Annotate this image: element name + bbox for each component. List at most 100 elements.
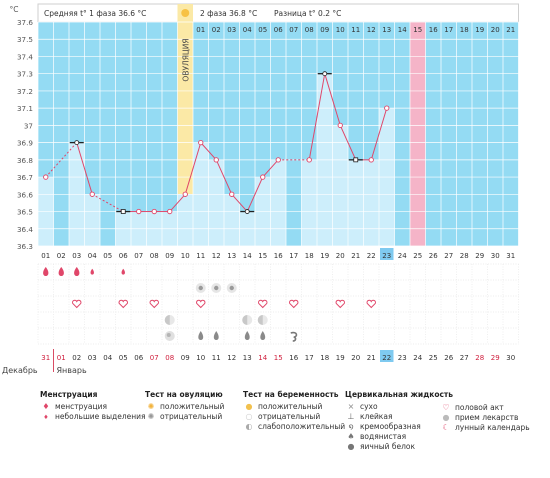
cycle-day-label: 22 bbox=[367, 252, 376, 260]
temperature-point bbox=[151, 208, 157, 215]
blood-drop-small-icon: ♦ bbox=[43, 414, 49, 421]
sun-gray-icon: ✺ bbox=[147, 412, 155, 421]
cycle-day-label: 21 bbox=[351, 252, 360, 260]
legend-menstruation-item: ♦ менструация bbox=[40, 402, 146, 412]
y-tick-label: 36.3 bbox=[17, 242, 33, 251]
temperature-point bbox=[244, 209, 250, 214]
cycle-day-label: 16 bbox=[274, 252, 283, 260]
legend-text: половой акт bbox=[455, 403, 504, 412]
legend-text: клейкая bbox=[360, 412, 393, 421]
calendar-date-label: 24 bbox=[413, 354, 422, 362]
phase2-day-label: 12 bbox=[367, 26, 376, 34]
heart-icon bbox=[196, 299, 206, 309]
spotting-drop-icon bbox=[90, 268, 94, 275]
y-tick-label: 37.1 bbox=[17, 104, 33, 113]
temperature-point bbox=[136, 208, 142, 215]
menstruation-drop-icon bbox=[58, 267, 64, 276]
temperature-segment bbox=[92, 193, 124, 212]
cycle-day-label: 01 bbox=[41, 252, 50, 260]
legend-text: небольшие выделения bbox=[55, 412, 146, 421]
temperature-point bbox=[275, 157, 281, 163]
calendar-date-label: 11 bbox=[212, 354, 221, 362]
heart-icon bbox=[366, 299, 376, 309]
temperature-bar bbox=[208, 159, 224, 246]
temperature-point bbox=[74, 140, 80, 146]
temperature-point bbox=[213, 157, 219, 163]
legend-pregnancy-test: Тест на беременность ● положительный ○ отр… bbox=[243, 390, 345, 432]
phase2-day-label: 15 bbox=[413, 26, 422, 34]
cycle-day-label: 02 bbox=[57, 252, 66, 260]
calendar-date-label: 01 bbox=[57, 354, 66, 362]
spotting-drop-icon bbox=[121, 268, 125, 275]
temperature-point bbox=[306, 157, 312, 163]
legend-text: водянистая bbox=[360, 432, 407, 441]
y-tick-label: 36.4 bbox=[17, 225, 33, 234]
pill-icon: ● bbox=[442, 413, 450, 422]
calendar-date-label: 18 bbox=[320, 354, 329, 362]
cycle-day-label: 07 bbox=[134, 252, 143, 260]
creamy-icon: ໑ bbox=[348, 422, 354, 431]
y-tick-label: 37.6 bbox=[17, 18, 33, 27]
circle-white-icon: ○ bbox=[245, 412, 253, 421]
temperature-segment bbox=[370, 108, 388, 160]
y-tick-label: 36.5 bbox=[17, 208, 33, 217]
phase2-day-label: 09 bbox=[320, 26, 329, 34]
legend-pregtest-positive: ● положительный bbox=[243, 402, 345, 412]
calendar-date-label: 12 bbox=[227, 354, 236, 362]
calendar-date-label: 28 bbox=[475, 354, 484, 362]
y-tick-label: 37.2 bbox=[17, 87, 33, 96]
calendar-date-label: 02 bbox=[72, 354, 81, 362]
ovulation-test-core bbox=[214, 285, 219, 291]
ovulation-column bbox=[177, 4, 193, 246]
egg-white-core bbox=[166, 333, 171, 337]
ovulation-label: ОВУЛЯЦИЯ bbox=[181, 38, 190, 81]
temp-diff-label: Разница t° 0.2 °C bbox=[274, 9, 341, 18]
temperature-point bbox=[368, 157, 374, 163]
heart-icon bbox=[289, 299, 299, 309]
pill-half bbox=[242, 315, 248, 325]
moon-icon: ☾ bbox=[442, 423, 450, 432]
egg-white-icon: ● bbox=[347, 442, 355, 451]
y-tick-label: 36.9 bbox=[17, 139, 33, 148]
calendar-date-label: 06 bbox=[134, 354, 143, 362]
today-highlight bbox=[380, 248, 394, 260]
temperature-segment bbox=[215, 159, 233, 195]
temperature-segment bbox=[76, 142, 93, 195]
temperature-bar bbox=[224, 194, 240, 246]
calendar-date-label: 17 bbox=[305, 354, 314, 362]
phase2-day-label: 04 bbox=[243, 26, 252, 34]
legend-spotting-item: ♦ небольшие выделения bbox=[40, 412, 146, 422]
circle-yellow-icon: ● bbox=[245, 402, 253, 411]
circle-half-icon: ◐ bbox=[245, 422, 253, 431]
phase1-avg-label: Средняя t° 1 фаза 36.6 °C bbox=[44, 9, 146, 18]
y-tick-label: 37.4 bbox=[17, 52, 33, 61]
calendar-date-label: 03 bbox=[88, 354, 97, 362]
legend-ovtest-positive: ✺ положительный bbox=[145, 402, 225, 412]
cycle-day-label: 04 bbox=[88, 252, 97, 260]
calendar-date-label: 10 bbox=[196, 354, 205, 362]
temperature-point bbox=[182, 191, 188, 197]
legend-ovulation-test: Тест на овуляцию ✺ положительный ✺ отрицат… bbox=[145, 390, 224, 422]
sticky-icon: ⊥ bbox=[347, 412, 355, 421]
temperature-point bbox=[198, 139, 204, 146]
phase2-day-label: 10 bbox=[336, 26, 345, 34]
y-tick-label: 36.8 bbox=[17, 156, 33, 165]
legend-ovtest-negative: ✺ отрицательный bbox=[145, 412, 224, 422]
legend-text: отрицательный bbox=[160, 412, 223, 421]
legend-cervical: Цервикальная жидкость × сухо ⊥ клейкая ໑ кр… bbox=[345, 390, 453, 452]
water-drop-icon: ♠ bbox=[347, 432, 355, 441]
phase2-avg-label: 2 фаза 36.8 °C bbox=[200, 9, 257, 18]
today-date-highlight bbox=[380, 350, 394, 362]
legend-intercourse: ♡ половой акт bbox=[440, 403, 530, 413]
blood-drop-large-icon: ♦ bbox=[42, 402, 50, 411]
legend-cervical-eggwhite: ● яичный белок bbox=[345, 442, 453, 452]
phase2-day-label: 14 bbox=[398, 26, 407, 34]
water-drop-icon bbox=[198, 331, 204, 340]
temperature-segment bbox=[169, 193, 186, 212]
heart-icon bbox=[149, 299, 159, 309]
heart-icon bbox=[72, 299, 82, 309]
calendar-date-label: 05 bbox=[119, 354, 128, 362]
sun-icon: ✺ bbox=[147, 402, 155, 411]
menstruation-drop-icon bbox=[43, 267, 49, 276]
legend-text: прием лекарств bbox=[455, 413, 519, 422]
